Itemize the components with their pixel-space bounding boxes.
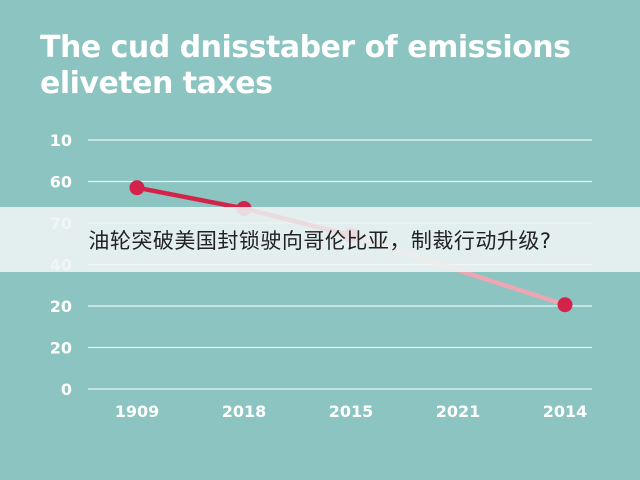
data-point <box>557 297 573 313</box>
x-tick-label: 2015 <box>329 402 374 421</box>
headline-banner: 油轮突破美国封锁驶向哥伦比亚，制裁行动升级? <box>0 207 640 272</box>
x-axis-tick-labels: 1909 2018 2015 2021 2014 <box>115 402 588 421</box>
y-tick-label: 20 <box>50 339 72 358</box>
chart-title-line-1: The cud dnisstaber of emissions <box>40 30 571 65</box>
series-segment <box>134 185 247 211</box>
x-tick-label: 2018 <box>222 402 267 421</box>
y-tick-label: 20 <box>50 297 72 316</box>
y-tick-label: 10 <box>50 131 72 150</box>
headline-text: 油轮突破美国封锁驶向哥伦比亚，制裁行动升级? <box>88 228 552 253</box>
x-tick-label: 2014 <box>543 402 588 421</box>
x-tick-label: 2021 <box>436 402 481 421</box>
chart-title: The cud dnisstaber of emissions eliveten… <box>40 30 620 102</box>
data-point <box>129 180 145 196</box>
y-tick-label: 60 <box>50 173 72 192</box>
chart-title-line-2: eliveten taxes <box>40 66 273 101</box>
y-tick-label: 0 <box>61 380 72 399</box>
x-tick-label: 1909 <box>115 402 160 421</box>
